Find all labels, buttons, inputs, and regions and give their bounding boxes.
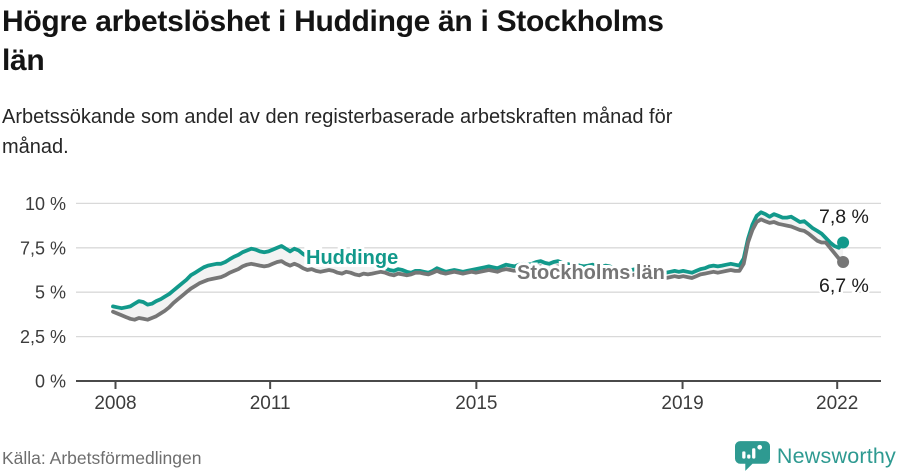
y-axis-label: 2,5 % (20, 327, 66, 347)
stockholms-lan-end-value-label: 6,7 % (819, 275, 869, 297)
x-axis-label: 2019 (661, 393, 703, 414)
y-axis-label: 7,5 % (20, 238, 66, 258)
huddinge-end-dot (837, 236, 850, 249)
huddinge-end-value-label: 7,8 % (819, 206, 869, 228)
newsworthy-logo: Newsworthy (734, 441, 896, 471)
huddinge-line (111, 210, 845, 311)
bar-chart-glyph (742, 444, 762, 459)
x-axis-label: 2022 (816, 393, 858, 414)
x-axis-label: 2015 (455, 393, 497, 414)
huddinge-series-label: Huddinge (306, 247, 398, 269)
stockholms-lan-end-dot (837, 256, 850, 268)
source-note: Källa: Arbetsförmedlingen (2, 448, 202, 468)
chart-title: Högre arbetslöshet i Huddinge än i Stock… (2, 5, 664, 77)
stockholms-lan-series-label: Stockholms län (517, 262, 665, 284)
newsworthy-logo-text: Newsworthy (776, 443, 896, 468)
stockholms-lan-line (111, 217, 845, 322)
y-axis-label: 10 % (25, 194, 66, 214)
unemployment-line-chart: 2008 2011 2015 2019 2022 0 % 2,5 % 5 % 7,5 % 10 %… (20, 194, 881, 414)
newsworthy-logo-icon (734, 441, 770, 471)
exclamation-dot (757, 444, 762, 450)
y-axis-label: 0 % (35, 372, 66, 392)
y-axis-label: 5 % (35, 283, 66, 303)
chart-subtitle: Arbetssökande som andel av den registerb… (2, 106, 673, 158)
x-axis-label: 2011 (250, 393, 291, 414)
x-axis-label: 2008 (94, 393, 136, 414)
